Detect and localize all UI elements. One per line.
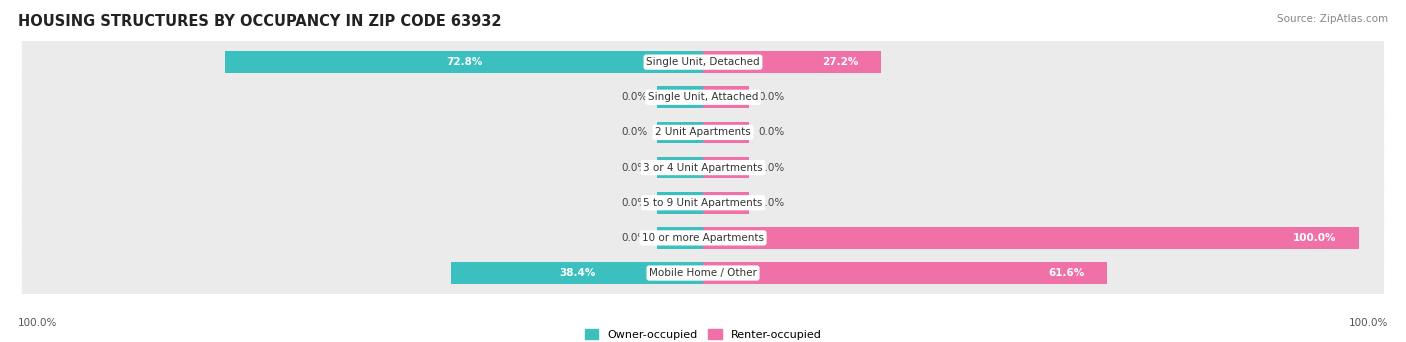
Text: Single Unit, Detached: Single Unit, Detached bbox=[647, 57, 759, 67]
Bar bbox=[703, 262, 1107, 284]
Bar bbox=[703, 192, 749, 214]
Text: 0.0%: 0.0% bbox=[621, 128, 647, 137]
FancyBboxPatch shape bbox=[22, 14, 1384, 110]
Text: 100.0%: 100.0% bbox=[18, 318, 58, 328]
Text: 2 Unit Apartments: 2 Unit Apartments bbox=[655, 128, 751, 137]
Text: HOUSING STRUCTURES BY OCCUPANCY IN ZIP CODE 63932: HOUSING STRUCTURES BY OCCUPANCY IN ZIP C… bbox=[18, 14, 502, 29]
Bar bbox=[703, 51, 882, 73]
Bar bbox=[657, 227, 703, 249]
Text: 0.0%: 0.0% bbox=[621, 198, 647, 208]
Bar bbox=[657, 87, 703, 108]
FancyBboxPatch shape bbox=[22, 155, 1384, 250]
Bar bbox=[225, 51, 703, 73]
Text: 100.0%: 100.0% bbox=[1348, 318, 1388, 328]
FancyBboxPatch shape bbox=[22, 120, 1384, 215]
Bar bbox=[657, 157, 703, 179]
Text: 72.8%: 72.8% bbox=[446, 57, 482, 67]
Text: Source: ZipAtlas.com: Source: ZipAtlas.com bbox=[1277, 14, 1388, 24]
FancyBboxPatch shape bbox=[22, 190, 1384, 286]
Legend: Owner-occupied, Renter-occupied: Owner-occupied, Renter-occupied bbox=[581, 325, 825, 342]
Text: 61.6%: 61.6% bbox=[1047, 268, 1084, 278]
Text: 100.0%: 100.0% bbox=[1292, 233, 1336, 243]
Text: Single Unit, Attached: Single Unit, Attached bbox=[648, 92, 758, 102]
Bar bbox=[703, 87, 749, 108]
Text: 3 or 4 Unit Apartments: 3 or 4 Unit Apartments bbox=[643, 162, 763, 173]
Text: 5 to 9 Unit Apartments: 5 to 9 Unit Apartments bbox=[644, 198, 762, 208]
Text: 0.0%: 0.0% bbox=[759, 198, 785, 208]
Bar bbox=[703, 227, 1360, 249]
Text: 10 or more Apartments: 10 or more Apartments bbox=[643, 233, 763, 243]
FancyBboxPatch shape bbox=[22, 225, 1384, 321]
FancyBboxPatch shape bbox=[22, 85, 1384, 180]
Text: 27.2%: 27.2% bbox=[823, 57, 859, 67]
Text: Mobile Home / Other: Mobile Home / Other bbox=[650, 268, 756, 278]
Bar bbox=[451, 262, 703, 284]
Text: 0.0%: 0.0% bbox=[759, 92, 785, 102]
Bar bbox=[657, 121, 703, 143]
Text: 0.0%: 0.0% bbox=[621, 162, 647, 173]
Text: 38.4%: 38.4% bbox=[558, 268, 595, 278]
Bar bbox=[703, 121, 749, 143]
Text: 0.0%: 0.0% bbox=[621, 92, 647, 102]
Text: 0.0%: 0.0% bbox=[621, 233, 647, 243]
Bar bbox=[703, 157, 749, 179]
Bar bbox=[657, 192, 703, 214]
Text: 0.0%: 0.0% bbox=[759, 128, 785, 137]
Text: 0.0%: 0.0% bbox=[759, 162, 785, 173]
FancyBboxPatch shape bbox=[22, 50, 1384, 145]
